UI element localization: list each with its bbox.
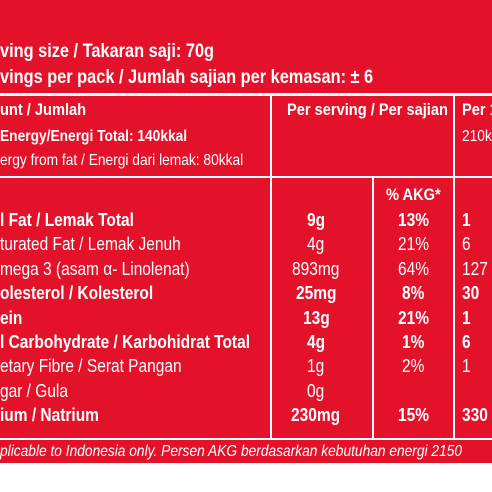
nutrient-amount: 9g <box>306 210 326 230</box>
nutrient-label: gar / Gula <box>0 381 68 401</box>
nutrient-amount: 13g <box>302 308 330 328</box>
nutrient-col3: 1 <box>462 210 471 230</box>
nutrient-label: turated Fat / Lemak Jenuh <box>0 234 181 254</box>
footnote: plicable to Indonesia only. Persen AKG b… <box>0 443 463 460</box>
nutrient-label: etary Fibre / Serat Pangan <box>0 356 182 376</box>
col-per-serving-header: Per serving / Per sajian <box>287 100 448 119</box>
nutrient-akg: 8% <box>401 283 425 303</box>
nutrient-amount: 893mg <box>292 259 340 279</box>
col-per-100g-header: Per 1 <box>462 100 492 119</box>
nutrient-akg: 64% <box>397 259 429 279</box>
nutrient-col3: 30 <box>462 283 480 303</box>
servings-per-pack: vings per pack / Jumlah sajian per kemas… <box>0 67 374 88</box>
nutrient-col3: 6 <box>462 234 471 254</box>
energy-total-col3: 210k <box>462 128 492 145</box>
nutrient-col3: 330 <box>462 405 488 425</box>
nutrient-amount: 25mg <box>295 283 337 303</box>
nutrient-akg: 21% <box>397 308 429 328</box>
nutrient-akg: 1% <box>401 332 425 352</box>
nutrient-amount: 0g <box>307 381 325 401</box>
nutrient-label: mega 3 (asam α- Linolenat) <box>0 259 190 279</box>
energy-total: Energy/Energi Total: 140kkal <box>0 128 188 145</box>
top-rule <box>0 93 492 96</box>
bottom-rule <box>0 438 492 440</box>
column-divider-1 <box>270 93 272 440</box>
nutrient-label: ein <box>0 308 23 328</box>
column-divider-2 <box>453 93 455 440</box>
energy-from-fat: ergy from fat / Energi dari lemak: 80kka… <box>0 152 244 169</box>
nutrient-amount: 1g <box>307 356 325 376</box>
nutrient-col3: 127 <box>462 259 488 279</box>
nutrient-akg: 2% <box>401 356 425 376</box>
nutrient-label: ium / Natrium <box>0 405 99 425</box>
nutrient-label: olesterol / Kolesterol <box>0 283 154 303</box>
nutrient-col3: 1 <box>462 356 471 376</box>
nutrient-label: l Carbohydrate / Karbohidrat Total <box>0 332 251 352</box>
mid-rule <box>0 176 492 178</box>
nutrient-col3: 1 <box>462 308 471 328</box>
col-amount-header: unt / Jumlah <box>0 100 87 119</box>
nutrient-akg: 13% <box>397 210 429 230</box>
bottom-margin <box>0 463 492 492</box>
nutrient-amount: 230mg <box>291 405 341 425</box>
akg-header: % AKG* <box>386 185 441 204</box>
nutrient-col3: 6 <box>462 332 471 352</box>
nutrient-amount: 4g <box>306 332 326 352</box>
nutrient-akg: 15% <box>397 405 429 425</box>
nutrient-akg: 21% <box>397 234 429 254</box>
nutrient-amount: 4g <box>307 234 325 254</box>
serving-size: ving size / Takaran saji: 70g <box>0 41 215 62</box>
column-divider-akg <box>372 178 374 440</box>
nutrient-label: l Fat / Lemak Total <box>0 210 134 230</box>
